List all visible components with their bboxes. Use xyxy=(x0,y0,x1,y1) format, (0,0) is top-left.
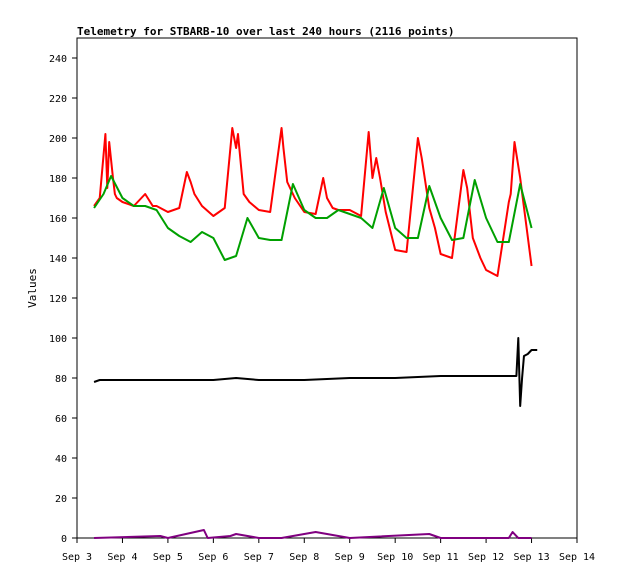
y-tick-label: 0 xyxy=(61,534,67,545)
series-line-4 xyxy=(94,529,532,539)
x-tick-label: Sep 8 xyxy=(289,552,319,563)
x-tick-label: Sep 7 xyxy=(244,552,274,563)
x-tick-label: Sep 6 xyxy=(198,552,228,563)
y-tick-label: 80 xyxy=(55,374,67,385)
y-tick-label: 140 xyxy=(49,254,67,265)
y-tick-label: 160 xyxy=(49,214,67,225)
x-tick-label: Sep 12 xyxy=(468,552,504,563)
x-tick-label: Sep 11 xyxy=(423,552,459,563)
y-tick-label: 220 xyxy=(49,94,67,105)
series-line-2 xyxy=(93,175,533,261)
plot-area xyxy=(76,37,578,539)
y-tick-label: 120 xyxy=(49,294,67,305)
y-tick-label: 60 xyxy=(55,414,67,425)
x-axis: Sep 3 Sep 4 Sep 5 Sep 6 Sep 7 Sep 8 Sep 9 Sep 1… xyxy=(62,538,595,563)
y-tick-label: 180 xyxy=(49,174,67,185)
x-tick-label: Sep 4 xyxy=(107,552,137,563)
x-tick-label: Sep 5 xyxy=(153,552,183,563)
chart-title: Telemetry for STBARB-10 over last 240 ho… xyxy=(77,25,455,38)
y-tick-label: 200 xyxy=(49,134,67,145)
y-tick-label: 40 xyxy=(55,454,67,465)
series-layer xyxy=(93,127,538,539)
x-tick-label: Sep 13 xyxy=(513,552,549,563)
y-axis: 0 20 40 60 80 100 120 140 160 180 200 220 240 xyxy=(49,54,77,545)
y-tick-label: 20 xyxy=(55,494,67,505)
x-tick-label: Sep 14 xyxy=(559,552,595,563)
series-line-3 xyxy=(93,337,538,407)
series-line-1 xyxy=(93,127,533,277)
x-tick-label: Sep 10 xyxy=(377,552,413,563)
y-tick-label: 240 xyxy=(49,54,67,65)
y-axis-title: Values xyxy=(26,268,39,308)
x-tick-label: Sep 9 xyxy=(335,552,365,563)
x-tick-label: Sep 3 xyxy=(62,552,92,563)
y-tick-label: 100 xyxy=(49,334,67,345)
